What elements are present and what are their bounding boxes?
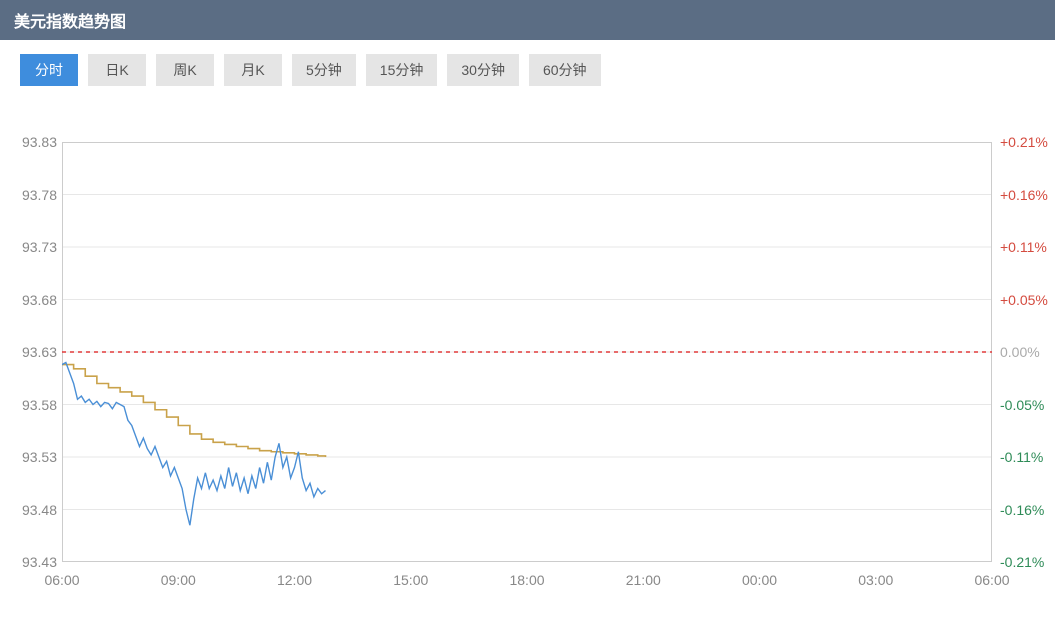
chart-title: 美元指数趋势图 — [14, 8, 126, 32]
timeframe-tab-0[interactable]: 分时 — [20, 54, 78, 86]
timeframe-tab-label: 60分钟 — [543, 60, 587, 80]
timeframe-tab-6[interactable]: 30分钟 — [447, 54, 519, 86]
timeframe-tab-label: 日K — [105, 60, 128, 80]
y-left-tick: 93.43 — [22, 554, 57, 570]
y-right-tick: +0.11% — [1000, 239, 1047, 255]
chart-header: 美元指数趋势图 — [0, 0, 1055, 40]
timeframe-tab-5[interactable]: 15分钟 — [366, 54, 438, 86]
y-right-tick: -0.11% — [1000, 449, 1043, 465]
y-left-tick: 93.78 — [22, 187, 57, 203]
x-tick: 00:00 — [742, 572, 777, 588]
timeframe-tab-1[interactable]: 日K — [88, 54, 146, 86]
y-left-tick: 93.63 — [22, 344, 57, 360]
x-tick: 06:00 — [974, 572, 1009, 588]
y-left-tick: 93.48 — [22, 502, 57, 518]
y-right-tick: +0.16% — [1000, 187, 1048, 203]
x-tick: 12:00 — [277, 572, 312, 588]
timeframe-tab-2[interactable]: 周K — [156, 54, 214, 86]
chart-area: 93.83 93.78 93.73 93.68 93.63 93.58 93.53 93.48… — [0, 100, 1055, 600]
y-left-tick: 93.68 — [22, 292, 57, 308]
timeframe-tab-label: 月K — [241, 60, 264, 80]
timeframe-tab-label: 周K — [173, 60, 196, 80]
timeframe-tab-3[interactable]: 月K — [224, 54, 282, 86]
y-right-tick: +0.21% — [1000, 134, 1048, 150]
timeframe-tab-label: 30分钟 — [461, 60, 505, 80]
y-left-tick: 93.53 — [22, 449, 57, 465]
y-left-tick: 93.73 — [22, 239, 57, 255]
timeframe-tab-7[interactable]: 60分钟 — [529, 54, 601, 86]
timeframe-tab-label: 5分钟 — [306, 60, 342, 80]
timeframe-tabs: 分时 日K 周K 月K 5分钟 15分钟 30分钟 60分钟 — [0, 40, 1055, 100]
y-right-tick: -0.21% — [1000, 554, 1044, 570]
chart-plot — [62, 142, 992, 562]
y-right-tick: 0.00% — [1000, 344, 1040, 360]
timeframe-tab-label: 分时 — [35, 60, 63, 80]
y-left-tick: 93.58 — [22, 397, 57, 413]
x-tick: 03:00 — [858, 572, 893, 588]
x-tick: 09:00 — [161, 572, 196, 588]
x-tick: 18:00 — [509, 572, 544, 588]
x-tick: 15:00 — [393, 572, 428, 588]
y-right-tick: -0.05% — [1000, 397, 1044, 413]
y-right-tick: +0.05% — [1000, 292, 1048, 308]
timeframe-tab-4[interactable]: 5分钟 — [292, 54, 356, 86]
x-tick: 06:00 — [44, 572, 79, 588]
timeframe-tab-label: 15分钟 — [380, 60, 424, 80]
y-right-tick: -0.16% — [1000, 502, 1044, 518]
x-tick: 21:00 — [626, 572, 661, 588]
y-left-tick: 93.83 — [22, 134, 57, 150]
